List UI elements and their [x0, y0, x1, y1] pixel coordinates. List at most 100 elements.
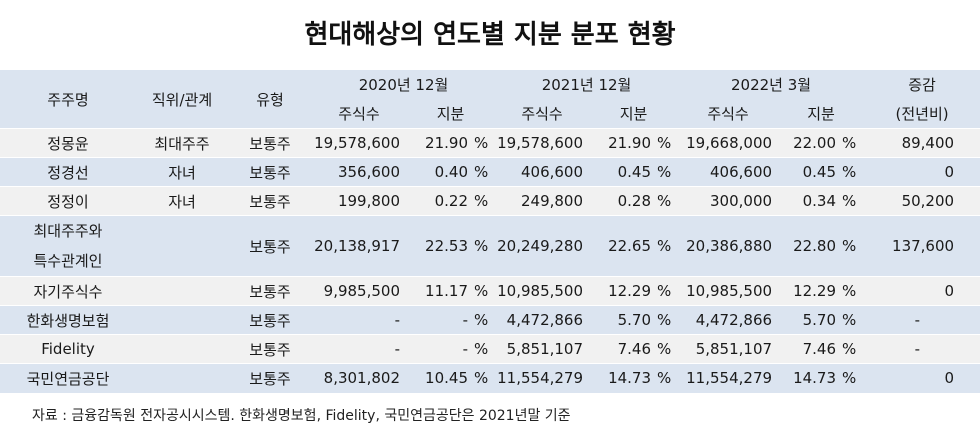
cell-change: - — [914, 340, 921, 358]
cell-relation — [136, 277, 228, 306]
cell-name: 자기주식수 — [33, 282, 103, 301]
cell-shares-2021: 4,472,866 — [506, 311, 584, 329]
cell-stake-2022: 12.29 — [793, 282, 837, 300]
cell-relation — [136, 335, 228, 364]
cell-name: 최대주주와 특수관계인 — [0, 216, 136, 277]
cell-shares-2022: 300,000 — [710, 192, 773, 210]
source-note: 자료 : 금융감독원 전자공시시스템. 한화생명보험, Fidelity, 국민… — [32, 408, 571, 424]
cell-name: 국민연금공단 — [26, 369, 110, 388]
cell-change: 89,400 — [901, 134, 955, 152]
cell-stake-2021: 0.45 — [617, 163, 652, 181]
cell-relation — [136, 216, 228, 277]
cell-stake-2022: 7.46 — [802, 340, 837, 358]
cell-type: 보통주 — [249, 369, 291, 388]
cell-shares-2021: 249,800 — [520, 192, 584, 210]
cell-unit-2020: % — [474, 311, 489, 329]
cell-unit-2022: % — [842, 282, 857, 300]
table-row: 정몽윤 최대주주 보통주 19,578,600 21.90 % 19,578,6… — [0, 128, 980, 158]
cell-shares-2020: 9,985,500 — [323, 282, 400, 300]
shareholding-table: 주주명 직위/관계 유형 2020년 12월 2021년 12월 2022년 3… — [0, 70, 980, 393]
cell-type: 보통주 — [249, 192, 291, 211]
cell-stake-2020: 10.45 — [425, 369, 468, 388]
cell-shares-2021: 10,985,500 — [497, 282, 584, 300]
cell-name: Fidelity — [41, 340, 95, 358]
cell-change: 0 — [944, 369, 955, 388]
cell-shares-2022: 5,851,107 — [695, 340, 773, 358]
cell-stake-2022: 0.34 — [802, 192, 837, 210]
header-period-2020: 2020년 12월 — [358, 76, 449, 94]
header-type: 유형 — [256, 90, 284, 109]
cell-relation — [136, 364, 228, 393]
cell-unit-2021: % — [657, 163, 672, 181]
cell-relation — [136, 306, 228, 335]
table-row: 정정이 자녀 보통주 199,800 0.22 % 249,800 0.28 %… — [0, 186, 980, 216]
cell-stake-2020: 0.22 — [434, 192, 468, 210]
table-row: 한화생명보험 보통주 - - % 4,472,866 5.70 % 4,472,… — [0, 305, 980, 335]
header-shareholder: 주주명 — [47, 90, 89, 109]
cell-unit-2022: % — [842, 311, 857, 329]
cell-name-line2: 특수관계인 — [33, 252, 103, 270]
cell-relation: 자녀 — [168, 192, 196, 211]
cell-unit-2021: % — [657, 311, 672, 329]
cell-name-line1: 최대주주와 — [33, 222, 103, 240]
cell-name: 정몽윤 — [47, 134, 89, 153]
cell-shares-2020: 19,578,600 — [314, 134, 400, 152]
header-period-2022: 2022년 3월 — [731, 76, 812, 94]
cell-unit-2022: % — [842, 237, 857, 255]
cell-name: 한화생명보험 — [26, 311, 110, 330]
header-stake-2020: 지분 — [436, 105, 465, 123]
cell-unit-2020: % — [474, 282, 489, 300]
cell-shares-2020: 20,138,917 — [314, 237, 400, 255]
cell-unit-2022: % — [842, 163, 857, 181]
cell-type: 보통주 — [249, 134, 291, 153]
cell-stake-2021: 12.29 — [608, 282, 652, 300]
cell-shares-2022: 19,668,000 — [686, 134, 773, 152]
cell-change: 137,600 — [892, 237, 955, 255]
cell-unit-2021: % — [657, 192, 672, 210]
cell-unit-2020: % — [474, 192, 489, 210]
cell-stake-2021: 22.65 — [608, 237, 652, 255]
cell-shares-2021: 11,554,279 — [497, 369, 584, 388]
header-position: 직위/관계 — [151, 90, 213, 109]
cell-unit-2020: % — [474, 340, 489, 358]
cell-unit-2020: % — [474, 163, 489, 181]
header-shares-2022: 주식수 — [707, 105, 749, 123]
cell-stake-2020: 22.53 — [425, 237, 468, 255]
cell-shares-2020: 356,600 — [337, 163, 400, 181]
table-row: 최대주주와 특수관계인 보통주 20,138,917 22.53 % 20,24… — [0, 215, 980, 277]
cell-shares-2020: - — [394, 311, 400, 329]
cell-stake-2021: 21.90 — [608, 134, 652, 152]
cell-change: 0 — [944, 163, 955, 181]
cell-stake-2021: 14.73 — [608, 369, 652, 388]
cell-unit-2021: % — [657, 237, 672, 255]
cell-unit-2020: % — [474, 134, 489, 152]
cell-change: 0 — [944, 282, 955, 300]
header-period-2021: 2021년 12월 — [541, 76, 632, 94]
cell-type: 보통주 — [249, 311, 291, 330]
table-row: 정경선 자녀 보통주 356,600 0.40 % 406,600 0.45 %… — [0, 157, 980, 187]
cell-shares-2022: 11,554,279 — [686, 369, 773, 388]
cell-stake-2021: 0.28 — [617, 192, 652, 210]
cell-stake-2022: 14.73 — [793, 369, 837, 388]
cell-unit-2021: % — [657, 134, 672, 152]
cell-stake-2020: - — [462, 340, 468, 358]
cell-shares-2022: 406,600 — [710, 163, 773, 181]
cell-unit-2021: % — [657, 282, 672, 300]
cell-shares-2022: 10,985,500 — [686, 282, 773, 300]
cell-shares-2020: 8,301,802 — [323, 369, 400, 388]
cell-stake-2021: 7.46 — [617, 340, 652, 358]
cell-name: 정경선 — [47, 163, 89, 182]
header-row-1: 주주명 직위/관계 유형 2020년 12월 2021년 12월 2022년 3… — [0, 70, 980, 109]
cell-type: 보통주 — [249, 163, 291, 182]
cell-stake-2020: 0.40 — [434, 163, 468, 181]
cell-stake-2021: 5.70 — [617, 311, 652, 329]
header-stake-2022: 지분 — [807, 105, 835, 123]
header-stake-2021: 지분 — [619, 105, 648, 123]
cell-shares-2020: 199,800 — [337, 192, 400, 210]
cell-unit-2022: % — [842, 340, 857, 358]
cell-shares-2022: 4,472,866 — [695, 311, 773, 329]
header-change-sub: (전년비) — [895, 105, 949, 123]
cell-stake-2022: 22.00 — [793, 134, 837, 152]
cell-change: 50,200 — [901, 192, 955, 210]
cell-change: - — [914, 311, 921, 329]
